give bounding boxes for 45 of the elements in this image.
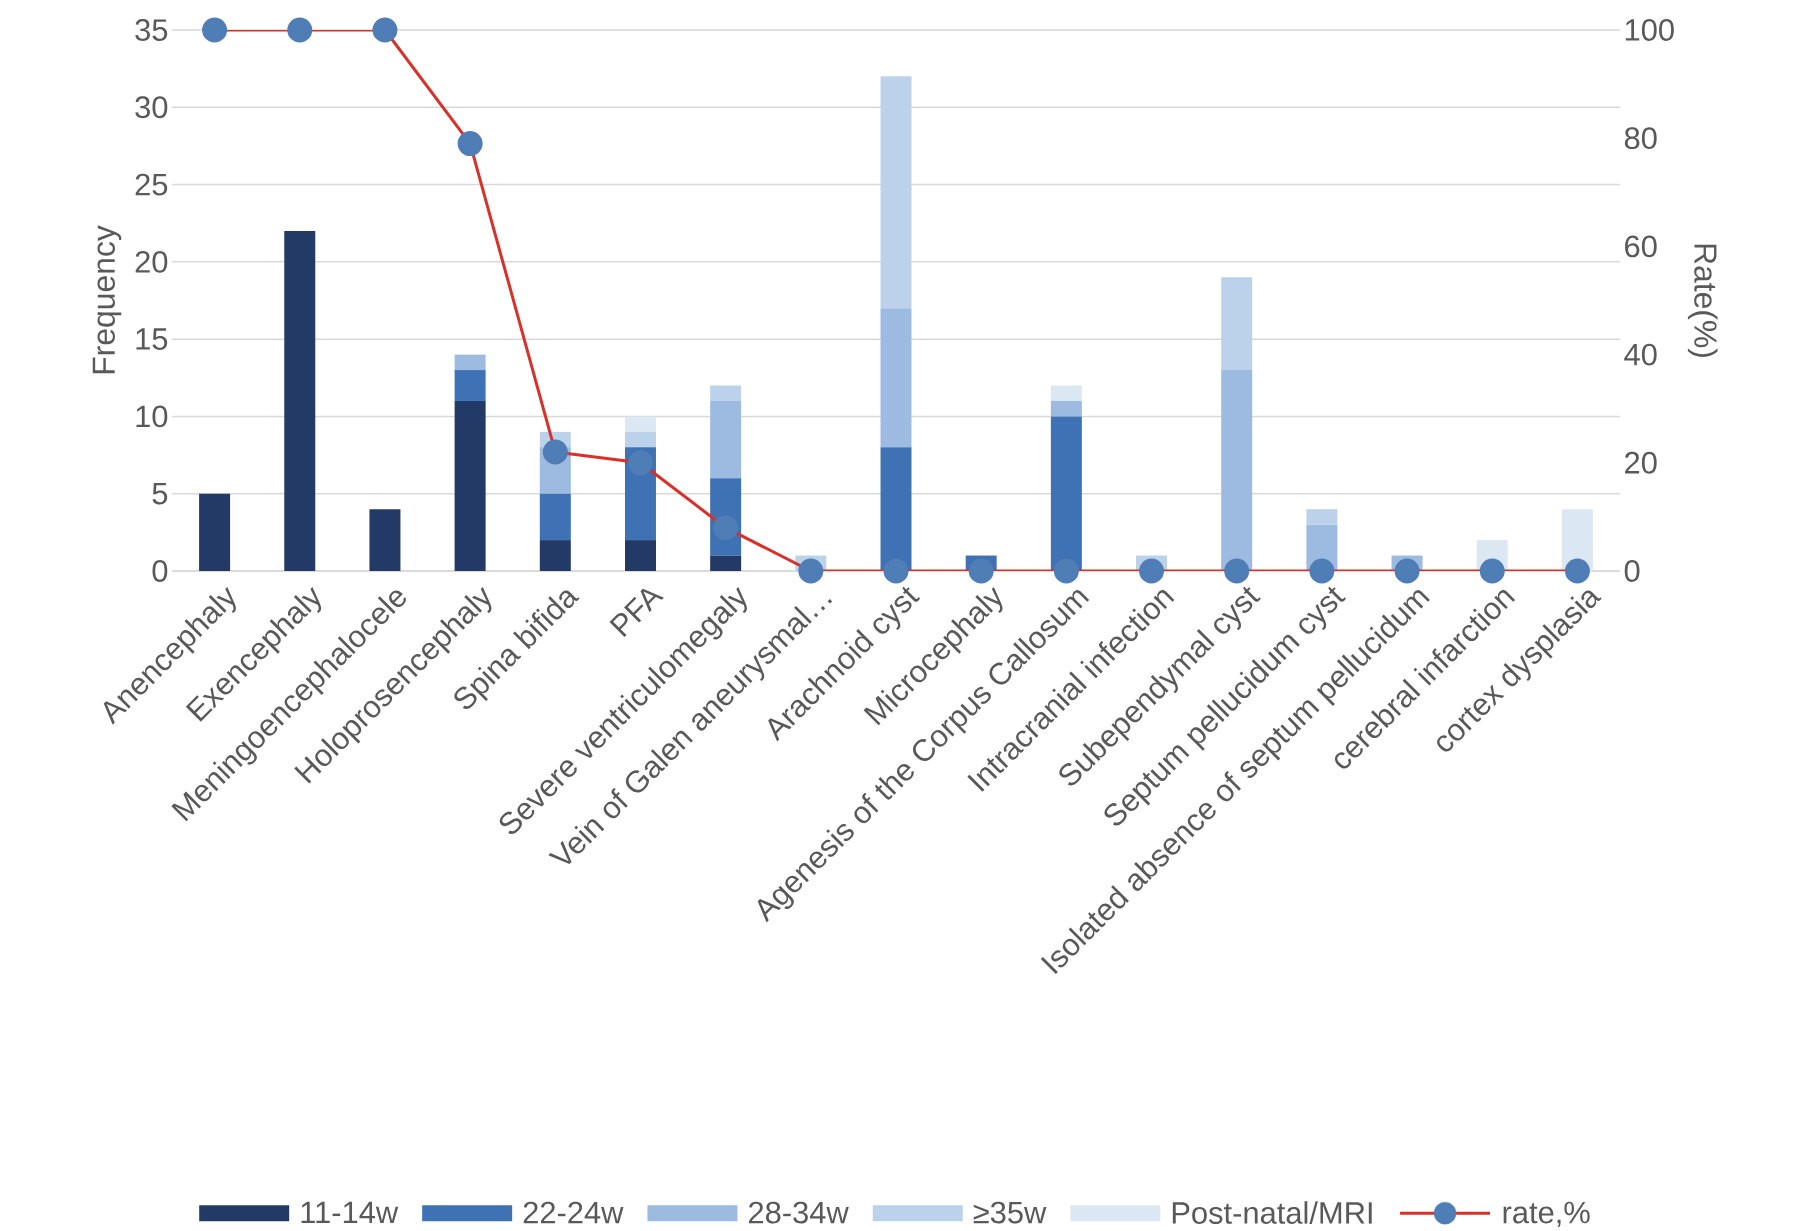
y2-axis-title: Rate(%)	[1687, 244, 1718, 357]
legend-label: ≥35w	[973, 1201, 1047, 1224]
y2-tick-label: 40	[1624, 343, 1657, 366]
legend-label: 28-34w	[748, 1201, 849, 1224]
bar	[454, 400, 486, 571]
legend-label: Post-natal/MRI	[1172, 1201, 1372, 1224]
bar	[624, 416, 656, 432]
bar	[880, 308, 912, 448]
bar	[1306, 509, 1338, 525]
y2-tick-label: 0	[1624, 560, 1640, 582]
y2-tick-label: 80	[1624, 127, 1657, 150]
bar	[710, 385, 742, 401]
y-tick-label: 20	[135, 250, 168, 273]
bar	[880, 447, 912, 571]
bar	[199, 493, 231, 571]
bar	[1050, 400, 1082, 417]
y-tick-label: 35	[135, 19, 168, 41]
bar	[710, 555, 742, 571]
legend-label: 11-14w	[301, 1201, 399, 1224]
bar	[1050, 416, 1082, 571]
bar	[454, 370, 486, 401]
bar	[1221, 370, 1253, 571]
bar	[539, 540, 571, 571]
y-tick-label: 25	[135, 173, 168, 196]
bar	[624, 540, 656, 571]
bar	[710, 400, 742, 479]
bar	[284, 230, 316, 571]
bar	[454, 354, 486, 371]
y2-tick-label: 60	[1625, 235, 1657, 258]
bar	[880, 76, 912, 309]
y-axis-title: Frequency	[92, 225, 122, 374]
bar	[369, 509, 401, 571]
legend-label: rate,%	[1503, 1201, 1590, 1228]
bar	[1050, 385, 1082, 401]
y2-tick-label: 100	[1625, 19, 1674, 41]
y-tick-label: 30	[135, 96, 168, 119]
y-tick-label: 0	[152, 560, 168, 582]
y-tick-label: 5	[152, 482, 168, 505]
y2-tick-label: 20	[1625, 451, 1657, 474]
y-tick-label: 15	[136, 328, 168, 350]
y-tick-label: 10	[136, 405, 168, 428]
legend-label: 22-24w	[523, 1201, 624, 1224]
bar	[624, 431, 656, 448]
bar	[1221, 277, 1253, 371]
bar	[539, 493, 571, 541]
